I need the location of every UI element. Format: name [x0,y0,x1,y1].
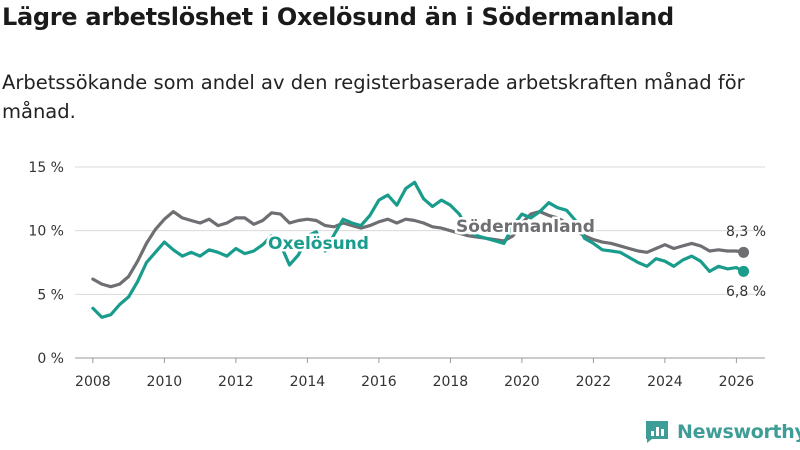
x-tick-label: 2026 [719,374,755,390]
chart-subtitle: Arbetssökande som andel av den registerb… [2,71,745,123]
series-label-sodermanland: Södermanland [456,217,595,237]
x-tick-label: 2024 [647,374,683,390]
x-tick-label: 2018 [433,374,469,390]
x-tick-label: 2012 [218,374,254,390]
series-layer [91,180,750,319]
end-point-sodermanland [738,246,750,258]
chart-title: Lägre arbetslöshet i Oxelösund än i Söde… [2,3,674,31]
label-layer: Oxelösund Södermanland 8,3 % 6,8 % [266,215,767,301]
brand-name: Newsworthy [677,421,800,443]
x-tick-label: 2016 [361,374,397,390]
x-tick-label: 2010 [147,374,183,390]
series-label-oxelosund: Oxelösund [268,234,369,254]
x-tick-label: 2008 [75,374,111,390]
x-tick-label: 2022 [576,374,612,390]
x-tick-label: 2020 [504,374,540,390]
axis-layer: 0 % 5 % 10 % 15 % 2008 2010 2012 2014 2016 2018 20… [28,160,754,390]
series-line-oxelosund [91,180,746,319]
y-tick-label: 10 % [28,224,64,240]
series-line-sodermanland [91,210,746,289]
end-label-oxelosund: 6,8 % [726,284,766,300]
y-tick-label: 15 % [28,160,64,176]
newsworthy-logo: Newsworthy [643,419,800,445]
y-tick-label: 5 % [37,287,64,303]
end-point-oxelosund [738,265,750,277]
y-tick-label: 0 % [37,351,64,367]
x-tick-label: 2014 [290,374,326,390]
end-label-sodermanland: 8,3 % [726,224,766,240]
grid-layer [75,166,765,359]
newsworthy-logo-icon [646,421,668,443]
